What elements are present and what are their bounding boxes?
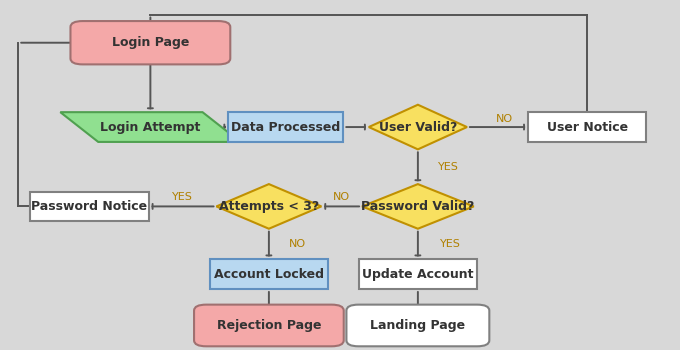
Text: User Notice: User Notice (547, 120, 628, 134)
FancyBboxPatch shape (209, 259, 328, 289)
Text: Data Processed: Data Processed (231, 120, 341, 134)
Text: YES: YES (440, 239, 461, 249)
FancyBboxPatch shape (71, 21, 231, 64)
Text: Password Valid?: Password Valid? (361, 200, 475, 213)
Text: Rejection Page: Rejection Page (217, 319, 321, 332)
FancyBboxPatch shape (194, 304, 343, 346)
Text: YES: YES (438, 162, 459, 172)
Text: YES: YES (172, 192, 193, 202)
FancyBboxPatch shape (358, 259, 477, 289)
Polygon shape (369, 105, 467, 149)
Text: NO: NO (496, 114, 513, 124)
Text: Password Notice: Password Notice (31, 200, 148, 213)
Polygon shape (362, 184, 474, 229)
Text: Update Account: Update Account (362, 268, 474, 281)
FancyBboxPatch shape (30, 191, 149, 221)
FancyBboxPatch shape (528, 112, 647, 142)
Text: Account Locked: Account Locked (214, 268, 324, 281)
Polygon shape (216, 184, 322, 229)
Text: Attempts < 3?: Attempts < 3? (219, 200, 319, 213)
FancyBboxPatch shape (346, 304, 490, 346)
Text: NO: NO (289, 239, 306, 249)
Polygon shape (61, 112, 241, 142)
Text: NO: NO (333, 192, 350, 202)
FancyBboxPatch shape (228, 112, 343, 142)
Text: Login Attempt: Login Attempt (100, 120, 201, 134)
Text: Login Page: Login Page (112, 36, 189, 49)
Text: Landing Page: Landing Page (371, 319, 465, 332)
Text: User Valid?: User Valid? (379, 120, 457, 134)
